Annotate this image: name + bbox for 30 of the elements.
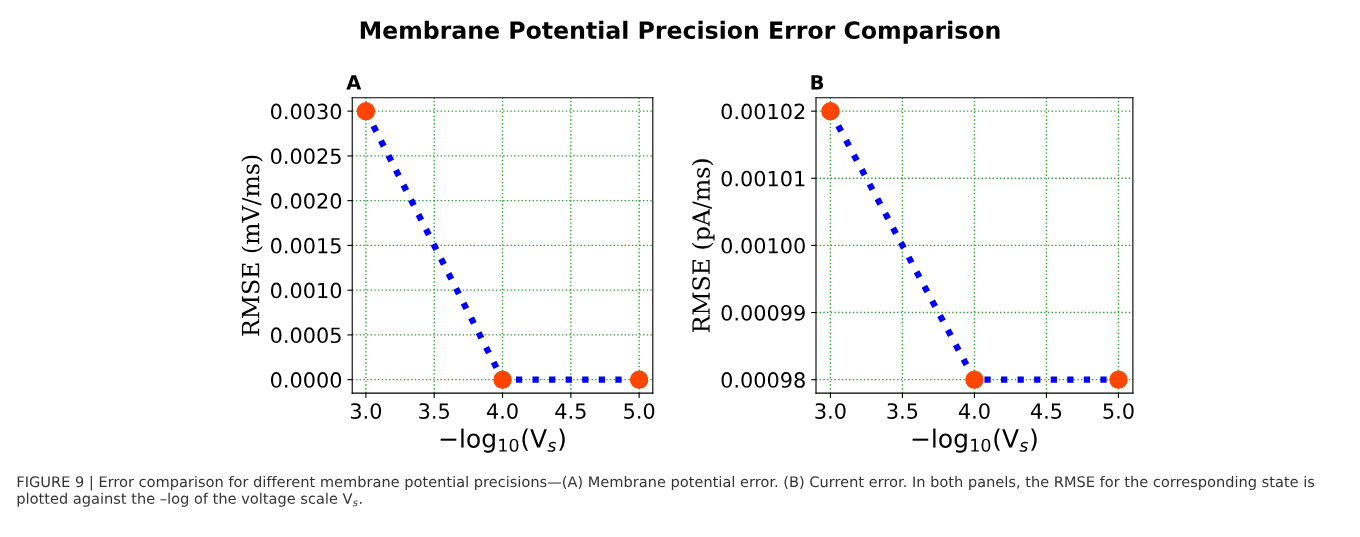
x-tick-label: 3.0 xyxy=(815,403,846,419)
y-tick-label: 0.00102 xyxy=(721,103,805,120)
x-tick-label: 5.0 xyxy=(624,403,655,419)
y-tick-label: 0.00100 xyxy=(721,237,805,254)
y-tick-label: 0.00099 xyxy=(721,304,805,321)
y-axis-title: RMSE (mV/ms) xyxy=(241,155,263,336)
y-tick-label: 0.0015 xyxy=(270,237,341,254)
caption: FIGURE 9 | Error comparison for different membrane potential precisions—(A) Membrane potential error. (B) Current error. In both panels, the RMSE for the corresponding state is plotted against the –log of the voltage scale V$_{s}$. xyxy=(17,475,1315,507)
chart-title: A xyxy=(346,75,362,90)
x-tick-label: 4.5 xyxy=(555,403,586,419)
x-axis-title: −log$_{10}$(V$_{s}$) xyxy=(440,428,565,453)
y-tick-label: 0.00098 xyxy=(721,372,805,388)
y-tick-label: 0.0025 xyxy=(270,148,341,165)
x-tick-label: 3.0 xyxy=(350,403,382,419)
y-tick-label: 0.0030 xyxy=(270,103,342,120)
y-tick-label: 0.0020 xyxy=(270,193,342,209)
y-tick-label: 0.0005 xyxy=(270,327,341,344)
chart-title: B xyxy=(811,75,824,90)
y-tick-label: 0.0000 xyxy=(270,372,342,388)
y-tick-label: 0.0010 xyxy=(270,282,342,299)
x-tick-label: 4.0 xyxy=(958,403,990,419)
x-tick-label: 3.5 xyxy=(887,403,918,419)
y-axis-title: RMSE (pA/ms) xyxy=(691,159,715,333)
text: Membrane Potential Precision Error Comparison xyxy=(360,20,1000,44)
x-axis-title: −log$_{10}$(V$_{s}$) xyxy=(912,428,1037,453)
x-tick-label: 4.5 xyxy=(1030,403,1062,419)
y-tick-label: 0.00101 xyxy=(721,170,805,187)
x-tick-label: 5.0 xyxy=(1103,403,1134,419)
x-tick-label: 3.5 xyxy=(419,403,449,419)
x-tick-label: 4.0 xyxy=(486,403,518,419)
